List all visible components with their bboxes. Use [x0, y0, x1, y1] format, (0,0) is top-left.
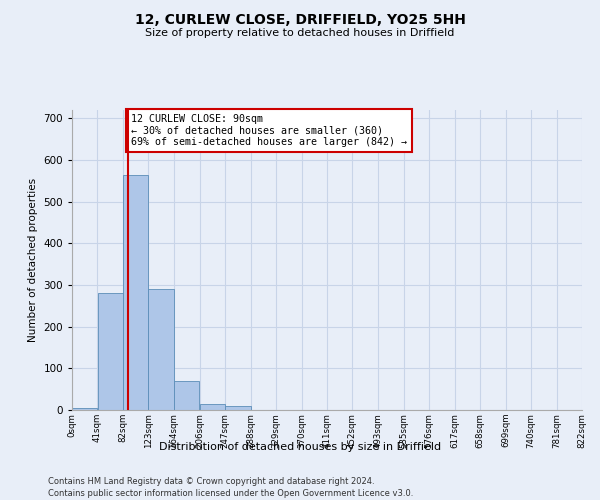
Text: 12, CURLEW CLOSE, DRIFFIELD, YO25 5HH: 12, CURLEW CLOSE, DRIFFIELD, YO25 5HH	[134, 12, 466, 26]
Text: Size of property relative to detached houses in Driffield: Size of property relative to detached ho…	[145, 28, 455, 38]
Text: Contains HM Land Registry data © Crown copyright and database right 2024.: Contains HM Land Registry data © Crown c…	[48, 478, 374, 486]
Bar	[98, 294, 123, 410]
Bar	[123, 174, 148, 410]
Bar	[174, 381, 199, 410]
Text: Distribution of detached houses by size in Driffield: Distribution of detached houses by size …	[159, 442, 441, 452]
Text: Contains public sector information licensed under the Open Government Licence v3: Contains public sector information licen…	[48, 489, 413, 498]
Text: 12 CURLEW CLOSE: 90sqm
← 30% of detached houses are smaller (360)
69% of semi-de: 12 CURLEW CLOSE: 90sqm ← 30% of detached…	[131, 114, 407, 148]
Bar	[200, 404, 225, 410]
Bar	[72, 408, 97, 410]
Bar	[148, 289, 173, 410]
Y-axis label: Number of detached properties: Number of detached properties	[28, 178, 38, 342]
Bar	[226, 406, 251, 410]
